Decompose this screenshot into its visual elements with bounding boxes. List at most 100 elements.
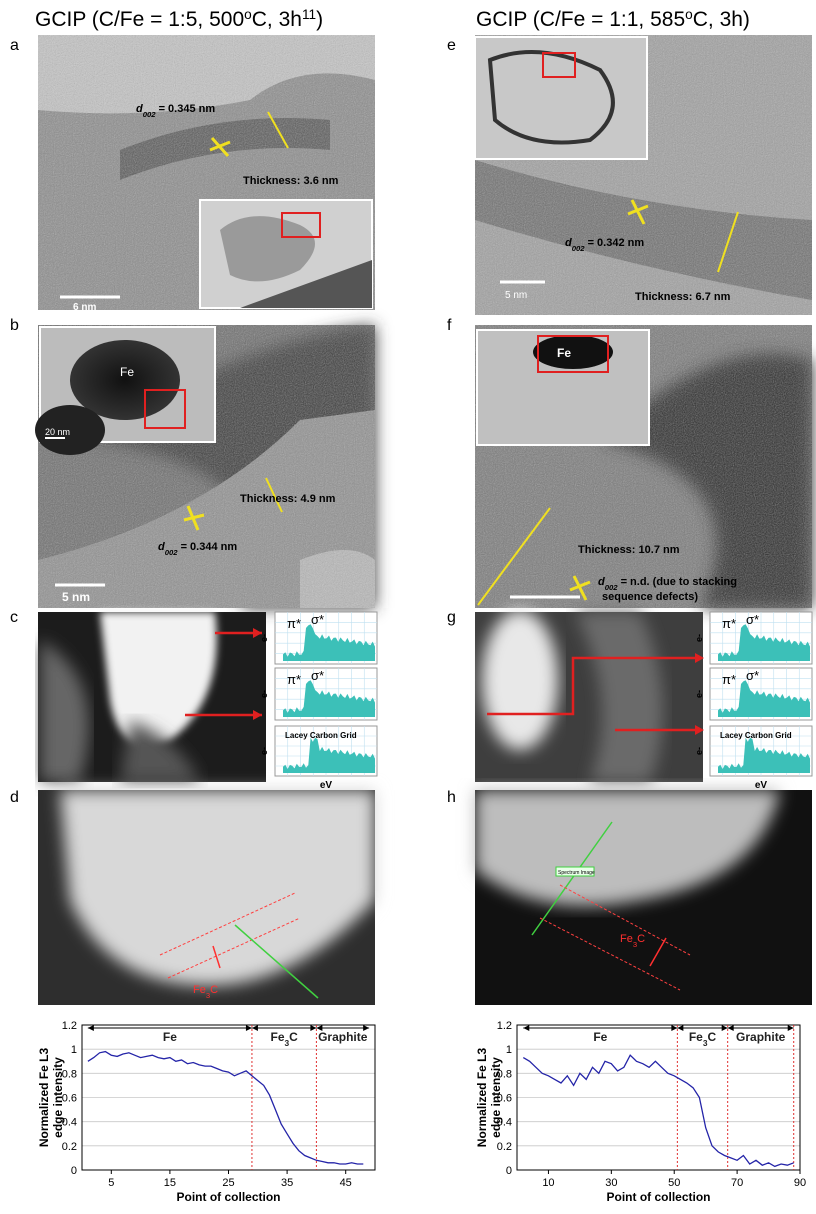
- y-tick-label: 0: [506, 1165, 512, 1177]
- title-part: GCIP (C/Fe = 1:1, 585: [476, 8, 685, 31]
- spectrum-axis: e-: [694, 747, 704, 755]
- micrographs: [35, 35, 812, 1005]
- particle: [482, 610, 558, 750]
- fe3c-label-part: Fe: [620, 933, 633, 945]
- spectrum-xlabel: eV: [320, 780, 333, 791]
- y-axis-label: Normalized Fe L3: [475, 1047, 489, 1147]
- region-label: Fe: [163, 1030, 177, 1044]
- pi-star: π*: [287, 616, 301, 631]
- scale-label: 5 nm: [505, 290, 527, 301]
- x-tick-label: 70: [731, 1177, 743, 1189]
- x-axis-label: Point of collection: [607, 1190, 711, 1204]
- panel-label: d: [10, 789, 19, 806]
- y-tick-label: 1.2: [62, 1020, 77, 1032]
- sigma-star: σ*: [746, 668, 759, 683]
- inset-particle: [533, 335, 613, 369]
- scale-label: 6 nm: [73, 302, 96, 313]
- thickness: Thickness: 6.7 nm: [635, 291, 731, 303]
- region-label-part: Fe: [689, 1030, 703, 1044]
- region-label: Graphite: [318, 1030, 368, 1044]
- fe3c-label-part: C: [637, 933, 645, 945]
- x-tick-label: 30: [605, 1177, 617, 1189]
- y-tick-label: 0.2: [62, 1141, 77, 1153]
- x-tick-label: 25: [222, 1177, 234, 1189]
- region-label-part: Fe: [163, 1030, 177, 1044]
- fe3c-label-part: Fe: [193, 984, 206, 996]
- inset-label: Fe: [120, 365, 134, 379]
- panel-label: b: [10, 317, 19, 334]
- spectrum-axis: e-: [259, 690, 269, 698]
- y-axis-label: Normalized Fe L3: [37, 1047, 51, 1147]
- spectrum-axis: e-: [259, 747, 269, 755]
- sigma-star: σ*: [311, 612, 324, 627]
- line-series: [88, 1052, 363, 1164]
- line-series: [523, 1055, 793, 1166]
- thickness: Thickness: 10.7 nm: [578, 544, 680, 556]
- x-tick-label: 35: [281, 1177, 293, 1189]
- pi-star: π*: [722, 616, 736, 631]
- y-tick-label: 1: [71, 1044, 77, 1056]
- panel-label: f: [447, 317, 452, 334]
- title-part: C, 3h): [693, 8, 750, 31]
- sigma-star: σ*: [746, 612, 759, 627]
- figure: GCIP (C/Fe = 1:5, 500oC, 3h11)GCIP (C/Fe…: [0, 0, 816, 1214]
- region-label: Fe3C: [689, 1030, 717, 1048]
- y-tick-label: 1: [506, 1044, 512, 1056]
- y-tick-label: 1.2: [497, 1020, 512, 1032]
- sigma-star: σ*: [311, 668, 324, 683]
- region-label-part: Graphite: [318, 1030, 368, 1044]
- title-part: 11: [302, 7, 316, 22]
- thickness: Thickness: 3.6 nm: [243, 175, 339, 187]
- inset-label: Fe: [557, 346, 571, 360]
- title-part: ): [316, 8, 323, 31]
- d-spacing-part: = 0.342 nm: [588, 237, 645, 249]
- thickness: Thickness: 4.9 nm: [240, 493, 336, 505]
- region-label: Graphite: [736, 1030, 786, 1044]
- region-label: Fe: [593, 1030, 607, 1044]
- x-tick-label: 50: [668, 1177, 680, 1189]
- d-spacing: sequence defects): [602, 591, 698, 603]
- spectrum-caption: Lacey Carbon Grid: [720, 731, 792, 740]
- panel-label: e: [447, 37, 456, 54]
- panel-label: c: [10, 609, 18, 626]
- panel-label: h: [447, 789, 456, 806]
- spectrum-caption: Lacey Carbon Grid: [285, 731, 357, 740]
- d-spacing-part: = n.d. (due to stacking: [621, 576, 737, 588]
- x-tick-label: 15: [164, 1177, 176, 1189]
- region-label-part: C: [708, 1030, 717, 1044]
- y-axis-label: edge intensity: [489, 1057, 503, 1138]
- y-tick-label: 0: [71, 1165, 77, 1177]
- region-label-part: Fe: [593, 1030, 607, 1044]
- page: {"figure":{ "left":{ "title":{"main":"GC…: [0, 0, 816, 1214]
- title-part: GCIP (C/Fe = 1:5, 500: [35, 8, 244, 31]
- x-tick-label: 5: [108, 1177, 114, 1189]
- x-tick-label: 45: [340, 1177, 352, 1189]
- x-tick-label: 90: [794, 1177, 806, 1189]
- spectrum-xlabel: eV: [755, 780, 768, 791]
- region-label: Fe3C: [270, 1030, 298, 1048]
- pi-star: π*: [287, 672, 301, 687]
- fe3c-label-part: C: [210, 984, 218, 996]
- spectrum-axis: e-: [259, 634, 269, 642]
- panel-label: g: [447, 609, 456, 626]
- title: GCIP (C/Fe = 1:1, 585oC, 3h): [476, 7, 750, 32]
- y-axis-label: edge intensity: [51, 1057, 65, 1138]
- scale-label: 20 nm: [45, 427, 70, 437]
- spectrum-axis: e-: [694, 634, 704, 642]
- title: GCIP (C/Fe = 1:5, 500oC, 3h11): [35, 7, 323, 32]
- region-label-part: Graphite: [736, 1030, 786, 1044]
- pi-star: π*: [722, 672, 736, 687]
- spectrum-image-label: Spectrum Image: [558, 870, 595, 876]
- x-tick-label: 10: [542, 1177, 554, 1189]
- d-spacing-part: 002: [165, 548, 179, 557]
- region-label-part: C: [289, 1030, 298, 1044]
- title-part: C, 3h: [252, 8, 302, 31]
- x-axis-label: Point of collection: [177, 1190, 281, 1204]
- d-spacing-part: 002: [572, 244, 586, 253]
- d-spacing-part: 002: [143, 110, 157, 119]
- panel-label: a: [10, 37, 19, 54]
- y-tick-label: 0.2: [497, 1141, 512, 1153]
- d-spacing-part: = 0.344 nm: [181, 541, 238, 553]
- region-label-part: Fe: [270, 1030, 284, 1044]
- spectrum-axis: e-: [694, 690, 704, 698]
